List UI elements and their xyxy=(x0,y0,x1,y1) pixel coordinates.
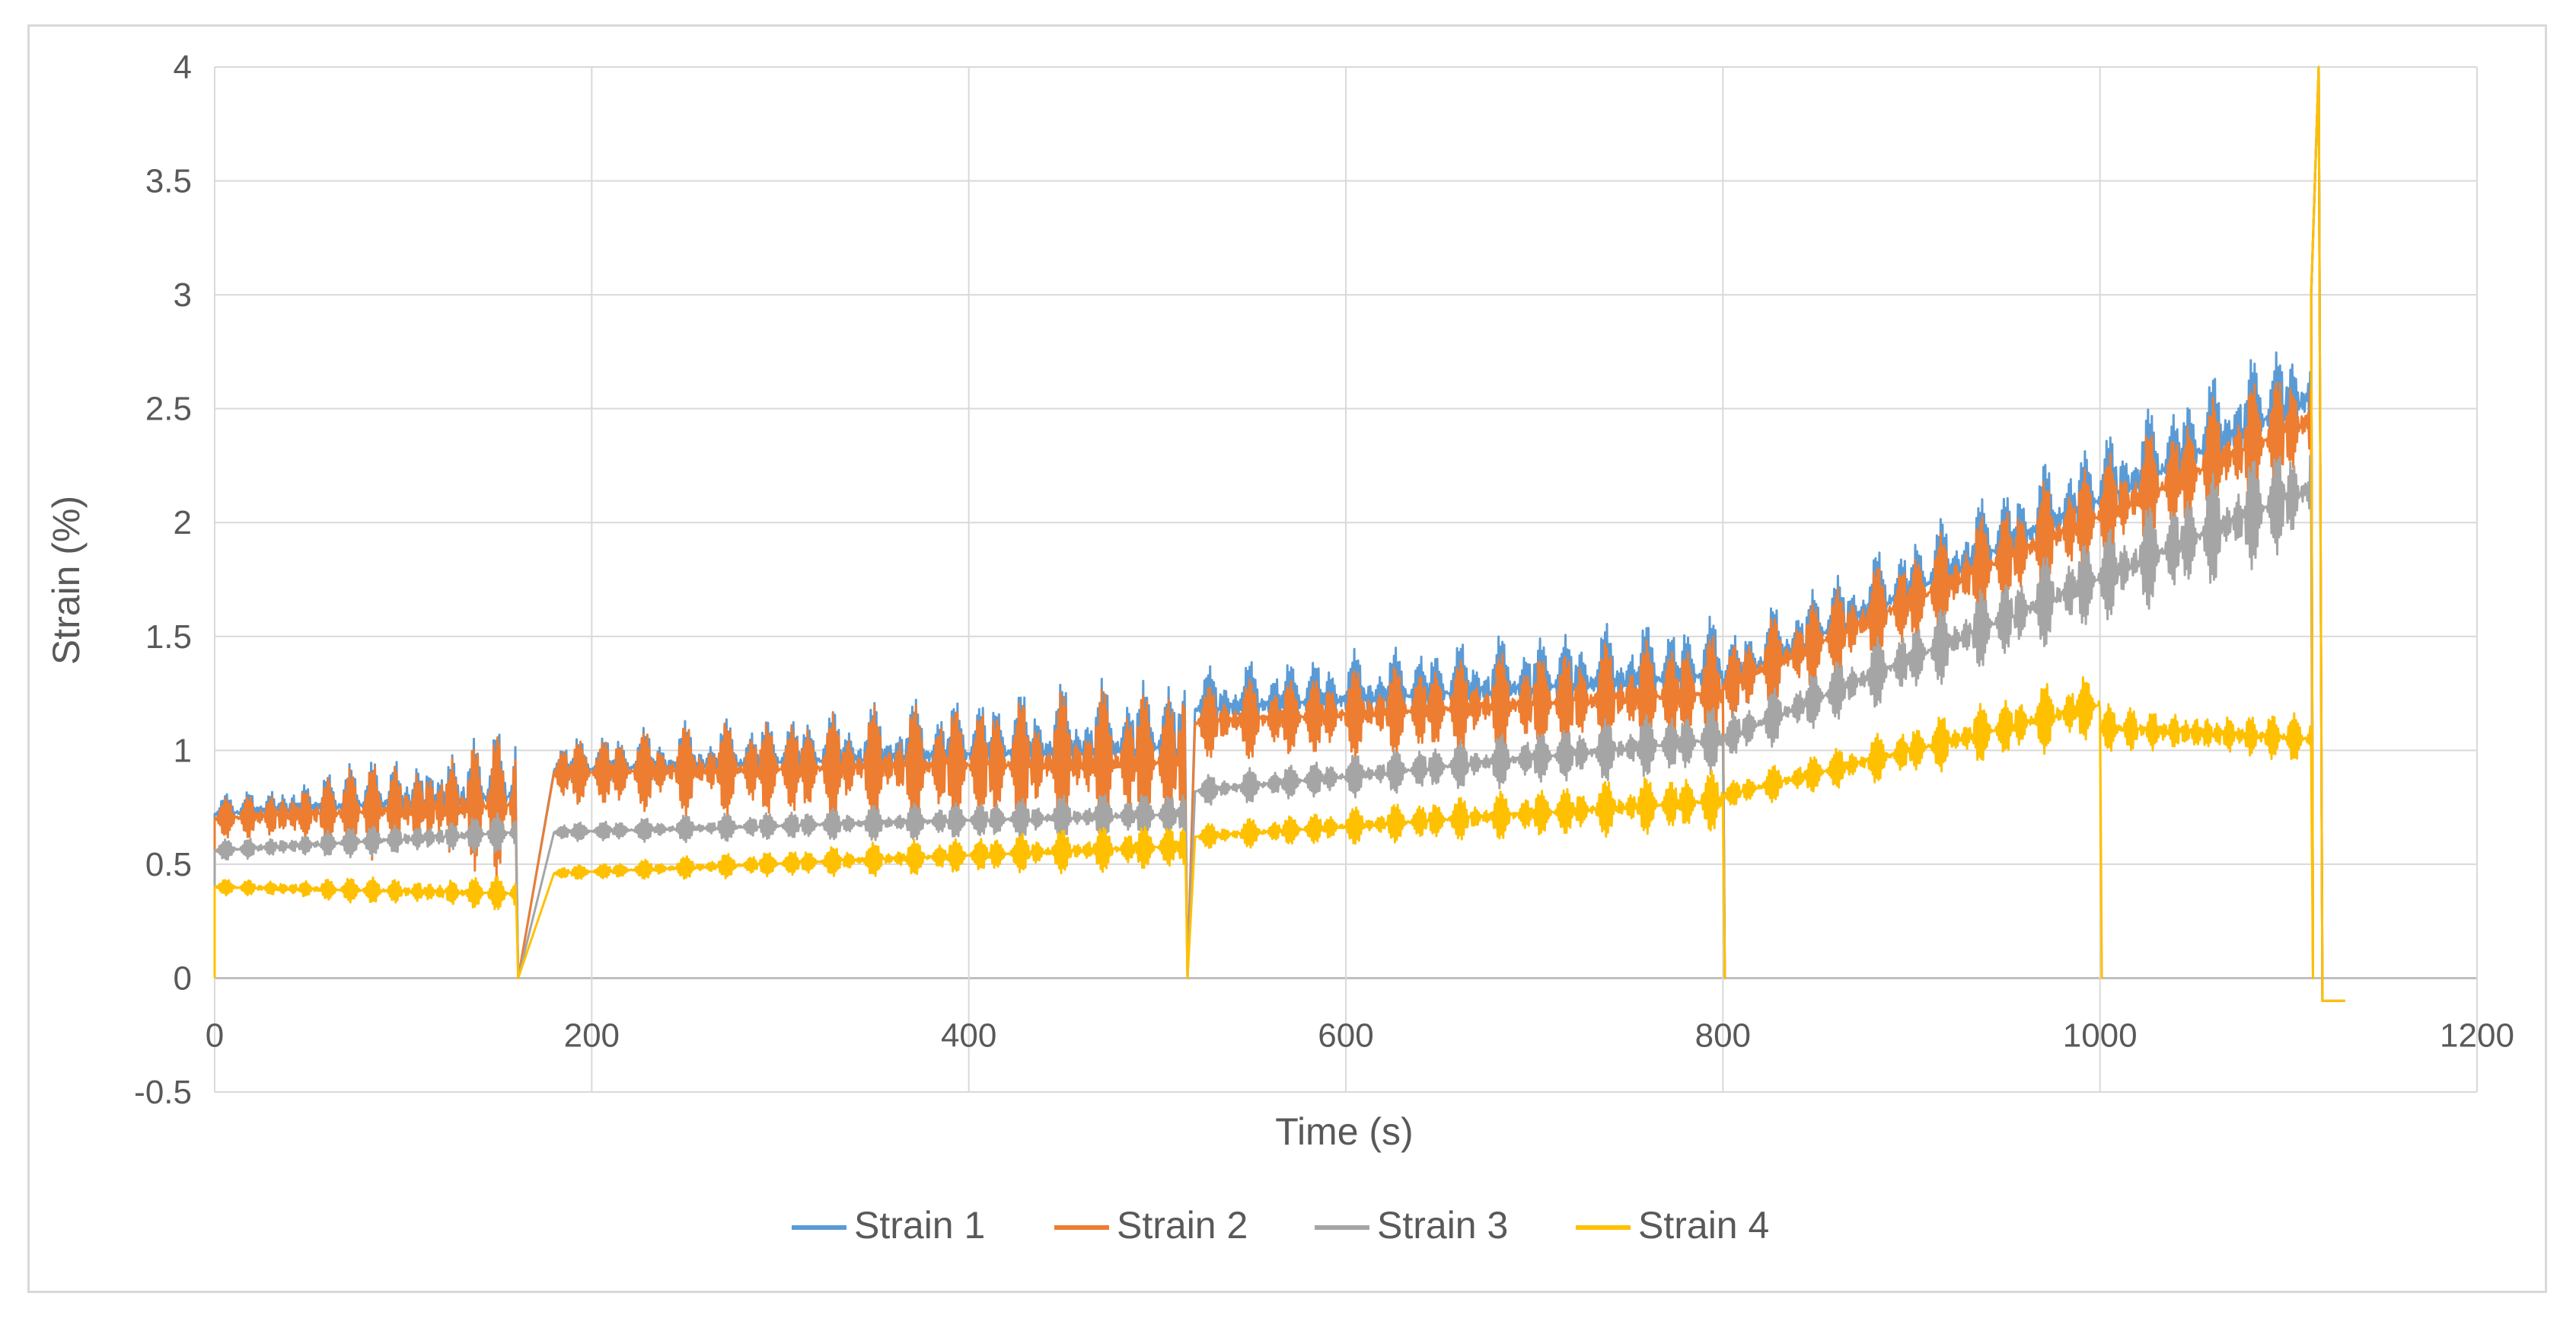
y-tick-label: 1 xyxy=(174,732,192,769)
x-tick-label: 200 xyxy=(564,1017,620,1054)
y-tick-label: 3.5 xyxy=(145,163,192,200)
x-tick-label: 1000 xyxy=(2063,1017,2138,1054)
y-tick-label: 3 xyxy=(174,276,192,314)
legend-label: Strain 3 xyxy=(1377,1204,1508,1247)
legend-label: Strain 2 xyxy=(1117,1204,1248,1247)
series-line-strain-3 xyxy=(213,65,2345,1002)
y-tick-label: -0.5 xyxy=(134,1074,192,1111)
x-tick-label: 1200 xyxy=(2440,1017,2514,1054)
x-tick-label: 400 xyxy=(941,1017,996,1054)
gridlines xyxy=(214,66,2478,1093)
y-tick-label: 2.5 xyxy=(145,391,192,428)
chart-frame xyxy=(27,24,2547,1293)
y-axis-title: Strain (%) xyxy=(45,496,88,665)
legend-label: Strain 1 xyxy=(854,1204,985,1247)
y-tick-label: 0.5 xyxy=(145,846,192,883)
series-line-strain-2 xyxy=(213,65,2345,1002)
y-tick-label: 1.5 xyxy=(145,618,192,656)
y-tick-labels: -0.5 0 0.5 1 1.5 2 2.5 3 3.5 4 xyxy=(134,49,192,1111)
legend: Strain 1 Strain 2 Strain 3 Strain 4 xyxy=(792,1204,1769,1247)
y-tick-label: 2 xyxy=(174,504,192,541)
series-line-strain-1 xyxy=(213,65,2345,1002)
x-tick-labels: 0 200 400 600 800 1000 1200 xyxy=(206,1017,2514,1054)
legend-label: Strain 4 xyxy=(1638,1204,1769,1247)
y-tick-label: 0 xyxy=(174,959,192,997)
x-axis-title: Time (s) xyxy=(1275,1110,1413,1153)
x-tick-label: 800 xyxy=(1695,1017,1751,1054)
series-line-strain-4 xyxy=(213,65,2345,1002)
x-tick-label: 600 xyxy=(1318,1017,1373,1054)
y-tick-label: 4 xyxy=(174,49,192,86)
plot-series xyxy=(213,65,2345,1002)
x-tick-label: 0 xyxy=(206,1017,224,1054)
